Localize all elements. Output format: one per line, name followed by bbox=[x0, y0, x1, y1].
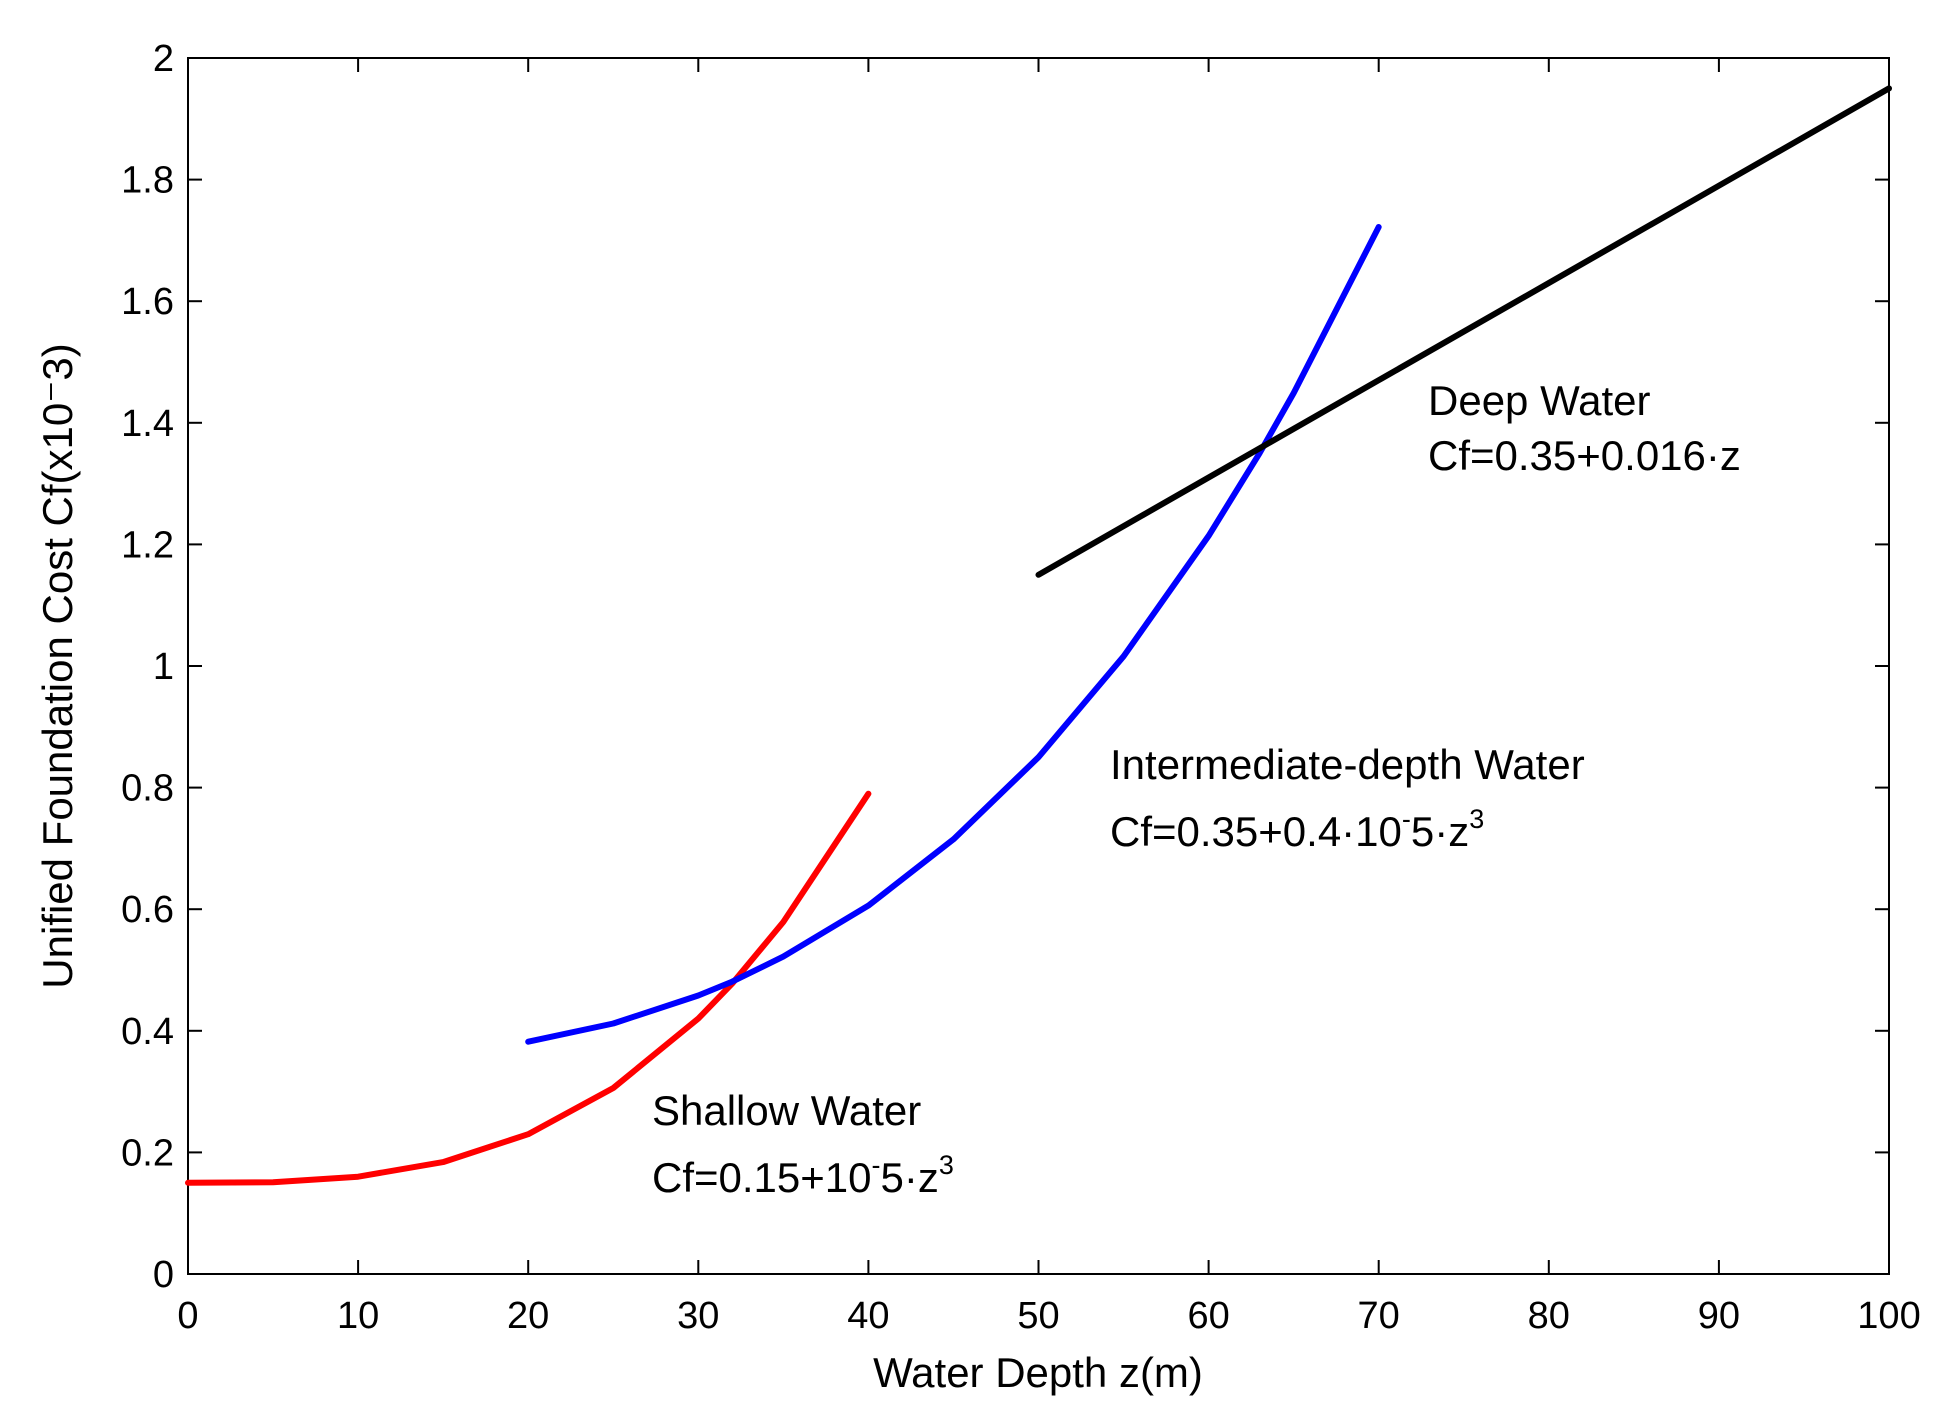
x-tick-label: 10 bbox=[337, 1295, 379, 1337]
axis-ticks bbox=[187, 57, 1890, 1275]
annotation-deep-formula: Cf=0.35+0.016·z bbox=[1428, 432, 1741, 479]
series-group bbox=[185, 85, 1892, 1186]
annotation-intermediate-title: Intermediate-depth Water bbox=[1110, 741, 1585, 788]
annotation-deep-title: Deep Water bbox=[1428, 377, 1651, 424]
annotation-intermediate-formula: Cf=0.35+0.4·10-5·z3 bbox=[1110, 804, 1484, 855]
y-tick-label: 1.6 bbox=[121, 281, 174, 323]
series-intermediate-depth-water bbox=[525, 224, 1382, 1045]
y-tick-label: 1.8 bbox=[121, 160, 174, 202]
x-tick-label: 20 bbox=[507, 1295, 549, 1337]
series-deep-water bbox=[1035, 85, 1892, 578]
x-tick-label: 40 bbox=[847, 1295, 889, 1337]
series-shallow-water bbox=[185, 790, 872, 1186]
y-tick-labels: 0 0.2 0.4 0.6 0.8 1 1.2 1.4 1.6 1.8 2 bbox=[121, 38, 174, 1296]
x-axis-label: Water Depth z(m) bbox=[873, 1349, 1203, 1396]
x-tick-label: 30 bbox=[677, 1295, 719, 1337]
y-tick-label: 1.4 bbox=[121, 403, 174, 445]
annotation-shallow-formula: Cf=0.15+10-5·z3 bbox=[652, 1150, 954, 1201]
x-tick-label: 100 bbox=[1857, 1295, 1920, 1337]
x-tick-label: 50 bbox=[1017, 1295, 1059, 1337]
y-tick-label: 0.4 bbox=[121, 1011, 174, 1053]
plot-area bbox=[187, 57, 1890, 1275]
x-tick-label: 0 bbox=[177, 1295, 198, 1337]
y-tick-label: 1.2 bbox=[121, 524, 174, 566]
y-tick-label: 0.6 bbox=[121, 889, 174, 931]
y-tick-label: 1 bbox=[153, 646, 174, 688]
annotation-shallow-title: Shallow Water bbox=[652, 1087, 921, 1134]
y-tick-label: 0.2 bbox=[121, 1132, 174, 1174]
y-axis-label: Unified Foundation Cost Cf(x10⁻3) bbox=[34, 343, 81, 988]
y-tick-label: 0 bbox=[153, 1254, 174, 1296]
y-tick-label: 0.8 bbox=[121, 768, 174, 810]
x-tick-label: 80 bbox=[1528, 1295, 1570, 1337]
x-tick-label: 60 bbox=[1187, 1295, 1229, 1337]
x-tick-label: 70 bbox=[1358, 1295, 1400, 1337]
x-tick-label: 90 bbox=[1698, 1295, 1740, 1337]
x-tick-labels: 0 10 20 30 40 50 60 70 80 90 100 bbox=[177, 1295, 1920, 1337]
y-tick-label: 2 bbox=[153, 38, 174, 80]
